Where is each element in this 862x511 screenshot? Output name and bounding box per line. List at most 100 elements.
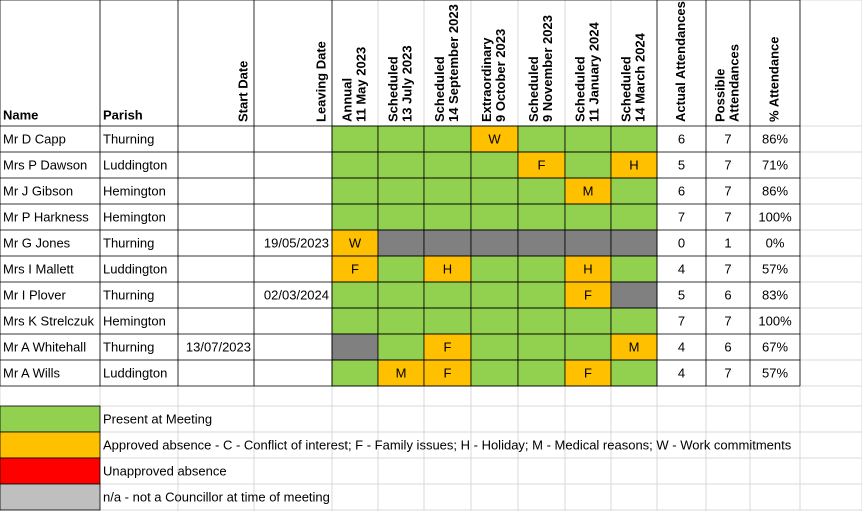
attendance-cell xyxy=(377,333,425,361)
absence-code: W xyxy=(349,235,362,250)
actual-count: 6 xyxy=(678,183,685,198)
attendance-cell xyxy=(517,307,566,335)
attendance-cell xyxy=(517,359,566,387)
attendance-cell xyxy=(564,359,612,387)
attendance-cell xyxy=(377,281,425,309)
absence-code: H xyxy=(443,261,452,276)
attendance-cell xyxy=(517,177,566,205)
header-parish: Parish xyxy=(103,107,143,122)
legend-label: n/a - not a Councillor at time of meetin… xyxy=(103,489,330,504)
attendance-cell xyxy=(331,151,379,179)
attendance-cell xyxy=(610,151,658,179)
legend-swatch xyxy=(0,405,101,433)
actual-count: 7 xyxy=(678,313,685,328)
header-meeting: Annual xyxy=(339,78,354,122)
attendance-cell xyxy=(377,359,425,387)
attendance-cell xyxy=(423,125,472,153)
attendance-cell xyxy=(331,333,379,361)
attendance-cell xyxy=(377,151,425,179)
possible-count: 7 xyxy=(724,183,731,198)
possible-count: 7 xyxy=(724,157,731,172)
name-cell: Mrs P Dawson xyxy=(3,157,87,172)
header-meeting: 11 May 2023 xyxy=(353,47,368,122)
attendance-cell xyxy=(470,281,519,309)
attendance-cell xyxy=(377,307,425,335)
leaving-date: 02/03/2024 xyxy=(264,287,329,302)
attendance-cell xyxy=(331,125,379,153)
attendance-cell xyxy=(423,281,472,309)
name-cell: Mr P Harkness xyxy=(3,209,89,224)
attendance-cell xyxy=(610,125,658,153)
percent-attendance: 100% xyxy=(758,313,792,328)
actual-count: 6 xyxy=(678,131,685,146)
actual-count: 5 xyxy=(678,157,685,172)
actual-count: 5 xyxy=(678,287,685,302)
header-meeting: 14 March 2024 xyxy=(632,32,647,122)
leaving-date: 19/05/2023 xyxy=(264,235,329,250)
attendance-cell xyxy=(331,359,379,387)
header-start-date: Start Date xyxy=(235,61,250,122)
header-possible: Possible xyxy=(712,69,727,122)
absence-code: M xyxy=(396,365,407,380)
parish-cell: Thurning xyxy=(103,339,154,354)
attendance-cell xyxy=(564,203,612,231)
header-meeting: Scheduled xyxy=(385,56,400,122)
attendance-cell xyxy=(517,281,566,309)
parish-cell: Hemington xyxy=(103,313,166,328)
percent-attendance: 57% xyxy=(762,261,788,276)
percent-attendance: 83% xyxy=(762,287,788,302)
absence-code: M xyxy=(583,183,594,198)
header-meeting: 14 September 2023 xyxy=(446,4,461,122)
attendance-cell xyxy=(423,307,472,335)
legend-swatch xyxy=(0,457,101,485)
attendance-cell xyxy=(331,255,379,283)
header-meeting: 9 October 2023 xyxy=(493,29,508,122)
header-pct: % Attendance xyxy=(766,37,781,122)
attendance-cell xyxy=(423,229,472,257)
actual-count: 4 xyxy=(678,339,685,354)
legend-label: Unapproved absence xyxy=(103,463,227,478)
name-cell: Mr G Jones xyxy=(3,235,71,250)
header-meeting: Scheduled xyxy=(618,56,633,122)
name-cell: Mr A Whitehall xyxy=(3,339,86,354)
attendance-cell xyxy=(564,151,612,179)
possible-count: 7 xyxy=(724,131,731,146)
possible-count: 7 xyxy=(724,261,731,276)
attendance-cell xyxy=(610,255,658,283)
possible-count: 7 xyxy=(724,313,731,328)
possible-count: 7 xyxy=(724,209,731,224)
attendance-cell xyxy=(610,359,658,387)
attendance-cell xyxy=(377,125,425,153)
attendance-cell xyxy=(564,307,612,335)
attendance-cell xyxy=(331,281,379,309)
attendance-cell xyxy=(517,203,566,231)
name-cell: Mr D Capp xyxy=(3,131,66,146)
attendance-cell xyxy=(470,151,519,179)
parish-cell: Thurning xyxy=(103,235,154,250)
parish-cell: Thurning xyxy=(103,287,154,302)
attendance-cell xyxy=(470,229,519,257)
attendance-cell xyxy=(610,203,658,231)
attendance-cell xyxy=(377,255,425,283)
percent-attendance: 100% xyxy=(758,209,792,224)
attendance-cell xyxy=(610,307,658,335)
absence-code: M xyxy=(629,339,640,354)
attendance-cell xyxy=(423,177,472,205)
header-meeting: Extraordinary xyxy=(479,37,494,122)
name-cell: Mr I Plover xyxy=(3,287,67,302)
percent-attendance: 0% xyxy=(766,235,785,250)
absence-code: F xyxy=(351,261,359,276)
attendance-cell xyxy=(517,229,566,257)
legend-label: Present at Meeting xyxy=(103,411,212,426)
attendance-cell xyxy=(564,229,612,257)
attendance-cell xyxy=(331,307,379,335)
attendance-cell xyxy=(470,255,519,283)
start-date: 13/07/2023 xyxy=(186,339,251,354)
header-meeting: 11 January 2024 xyxy=(586,21,601,122)
header-leaving-date: Leaving Date xyxy=(313,41,328,122)
attendance-cell xyxy=(377,229,425,257)
header-possible: Attendances xyxy=(726,44,741,122)
possible-count: 7 xyxy=(724,365,731,380)
legend-swatch xyxy=(0,431,101,459)
